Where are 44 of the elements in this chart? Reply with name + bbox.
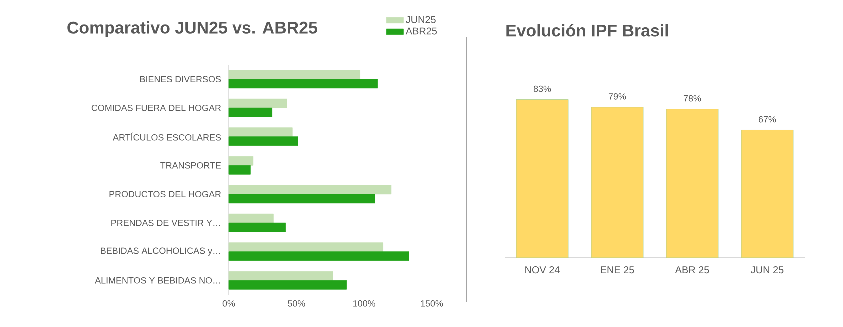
data-label: 79% bbox=[608, 93, 626, 100]
y-tick-label: PRODUCTOS DEL HOGAR bbox=[110, 191, 222, 198]
bar bbox=[228, 79, 378, 89]
bar bbox=[741, 130, 794, 258]
x-tick-label: ENE 25 bbox=[601, 266, 634, 274]
legend-label: ABR25 bbox=[406, 28, 438, 35]
bar bbox=[228, 136, 298, 146]
bar bbox=[228, 214, 274, 224]
y-tick-label: BIENES DIVERSOS bbox=[140, 76, 222, 83]
y-tick-label: PRENDAS DE VESTIR Y… bbox=[112, 220, 220, 226]
data-label: 78% bbox=[684, 95, 702, 102]
x-tick-label: 150% bbox=[421, 300, 444, 307]
x-tick-label: 50% bbox=[288, 300, 306, 307]
chart-title: Evolución IPF Brasil bbox=[506, 24, 668, 37]
data-label: 67% bbox=[758, 116, 776, 123]
y-tick-label: BEBIDAS ALCOHOLICAS y… bbox=[101, 248, 220, 256]
bar bbox=[228, 280, 347, 290]
bar bbox=[228, 185, 392, 195]
x-tick-label: JUN 25 bbox=[751, 266, 784, 274]
chart-title: Comparativo JUN25 vs. ABR25 bbox=[68, 21, 318, 38]
x-tick-label: 100% bbox=[354, 300, 376, 307]
bar bbox=[228, 222, 286, 232]
bar bbox=[228, 242, 384, 252]
bar bbox=[228, 194, 376, 204]
bar bbox=[228, 70, 360, 80]
bar bbox=[228, 108, 273, 118]
bar bbox=[228, 128, 293, 138]
bar bbox=[228, 252, 410, 262]
bar bbox=[228, 165, 251, 175]
bar bbox=[228, 98, 288, 108]
data-label: 83% bbox=[534, 86, 552, 92]
bar bbox=[516, 100, 569, 258]
bar bbox=[228, 271, 334, 281]
bar bbox=[228, 156, 254, 166]
y-tick-label: ARTÍCULOS ESCOLARES bbox=[113, 132, 222, 141]
x-tick-label: 0% bbox=[222, 300, 236, 307]
y-tick-label: TRANSPORTE bbox=[160, 162, 222, 169]
y-tick-label: ALIMENTOS Y BEBIDAS NO… bbox=[95, 277, 220, 284]
x-tick-label: NOV 24 bbox=[526, 266, 560, 274]
x-tick-label: ABR 25 bbox=[675, 266, 710, 274]
bar bbox=[666, 109, 719, 258]
legend-label: JUN25 bbox=[406, 16, 436, 24]
bar bbox=[591, 107, 644, 258]
y-tick-label: COMIDAS FUERA DEL HOGAR bbox=[92, 104, 222, 112]
